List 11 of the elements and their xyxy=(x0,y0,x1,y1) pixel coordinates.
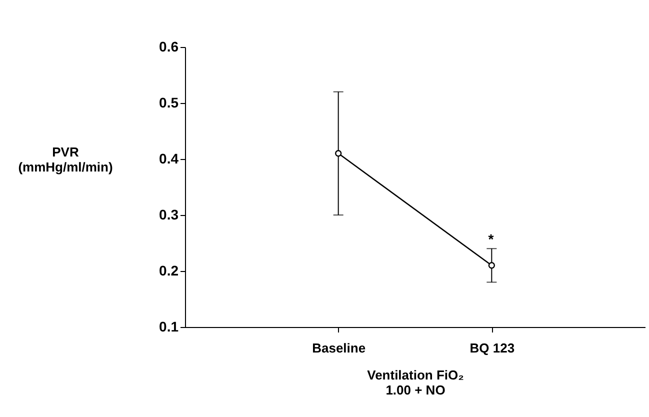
y-tick-label: 0.4 xyxy=(159,150,179,166)
y-tick-label: 0.3 xyxy=(159,206,179,222)
y-tick-label: 0.2 xyxy=(159,262,179,278)
y-tick-label: 0.1 xyxy=(159,318,179,334)
y-tick-label: 0.6 xyxy=(159,38,179,54)
y-tick-label: 0.5 xyxy=(159,94,179,110)
x-tick-label: Baseline xyxy=(312,340,366,356)
y-axis-title: PVR (mmHg/ml/min) xyxy=(18,144,113,174)
x-axis-title: Ventilation FiO₂ 1.00 + NO xyxy=(367,368,464,398)
annotation: * xyxy=(488,231,494,247)
x-tick-label: BQ 123 xyxy=(470,340,515,356)
